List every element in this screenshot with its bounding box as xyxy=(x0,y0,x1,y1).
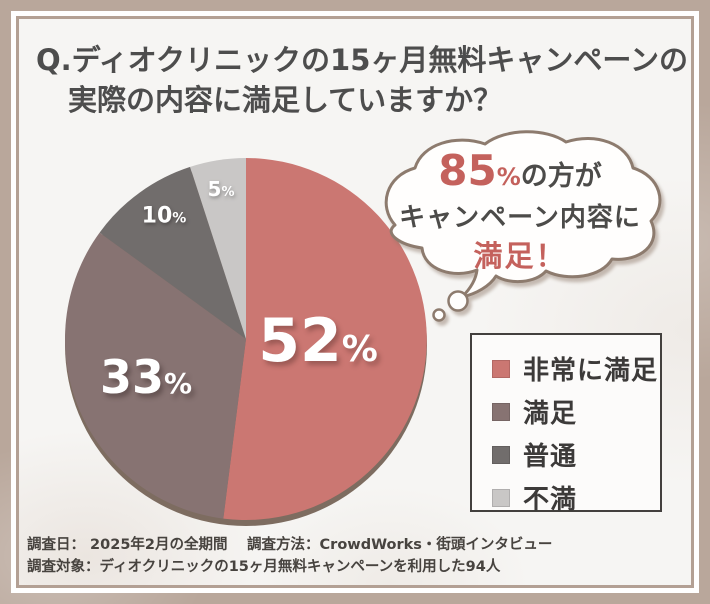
legend-label: 普通 xyxy=(523,442,578,472)
pie-label-value: 5 xyxy=(207,177,222,201)
legend-swatch-very-satisfied xyxy=(492,359,510,378)
pie-label-value: 33 xyxy=(99,350,164,404)
pie-label-value: 52 xyxy=(258,306,342,376)
legend-swatch-neutral xyxy=(492,445,510,464)
bubble-line-3: 満足！ xyxy=(473,239,567,273)
legend-swatch-dissatisfied xyxy=(492,488,510,507)
bubble-stat-value: 85 xyxy=(438,146,497,195)
survey-footnote: 調査日： 2025年2月の全期間 調査方法：CrowdWorks・街頭インタビュ… xyxy=(27,534,677,578)
pie-label-unit: % xyxy=(163,367,193,400)
legend-swatch-satisfied xyxy=(492,402,510,421)
bubble-line-1: 85%の方が xyxy=(370,150,670,199)
speech-bubble-cloud xyxy=(384,130,662,299)
legend-label: 不満 xyxy=(523,485,578,515)
question-title: Q.ディオクリニックの15ヶ月無料キャンペーンの 実際の内容に満足していますか？ xyxy=(36,40,688,120)
legend-row-satisfied: 満足 xyxy=(492,390,660,433)
pie-label-neutral: 10% xyxy=(142,204,187,229)
chart-legend: 非常に満足 満足 普通 不満 xyxy=(470,333,662,515)
thought-dot-small xyxy=(432,308,446,322)
legend-row-neutral: 普通 xyxy=(492,433,660,476)
speech-bubble: 85%の方が キャンペーン内容に 満足！ xyxy=(370,130,672,330)
pie-label-unit: % xyxy=(341,329,378,370)
question-title-line2: 実際の内容に満足していますか？ xyxy=(68,83,503,117)
bubble-line1-rest: の方が xyxy=(520,161,602,192)
speech-bubble-shape xyxy=(384,130,662,322)
legend-label: 満足 xyxy=(523,399,578,429)
legend-row-dissatisfied: 不満 xyxy=(492,476,660,519)
question-title-line1: Q.ディオクリニックの15ヶ月無料キャンペーンの xyxy=(36,43,688,77)
pie-label-very-satisfied: 52% xyxy=(258,306,378,376)
thought-dot-large xyxy=(447,290,469,312)
legend-label: 非常に満足 xyxy=(523,356,659,386)
pie-label-unit: % xyxy=(172,210,187,227)
speech-bubble-text: 85%の方が キャンペーン内容に 満足！ xyxy=(370,150,670,275)
survey-footnote-line2: 調査対象：ディオクリニックの15ヶ月無料キャンペーンを利用した94人 xyxy=(27,559,501,575)
legend-row-very-satisfied: 非常に満足 xyxy=(492,347,660,390)
pie-label-satisfied: 33% xyxy=(100,350,192,404)
bubble-stat-unit: % xyxy=(496,163,521,191)
bubble-line-2: キャンペーン内容に xyxy=(399,203,641,233)
pie-label-value: 10 xyxy=(141,203,173,229)
pie-label-dissatisfied: 5% xyxy=(208,177,235,201)
survey-footnote-line1: 調査日： 2025年2月の全期間 調査方法：CrowdWorks・街頭インタビュ… xyxy=(27,537,553,553)
pie-label-unit: % xyxy=(221,185,235,200)
